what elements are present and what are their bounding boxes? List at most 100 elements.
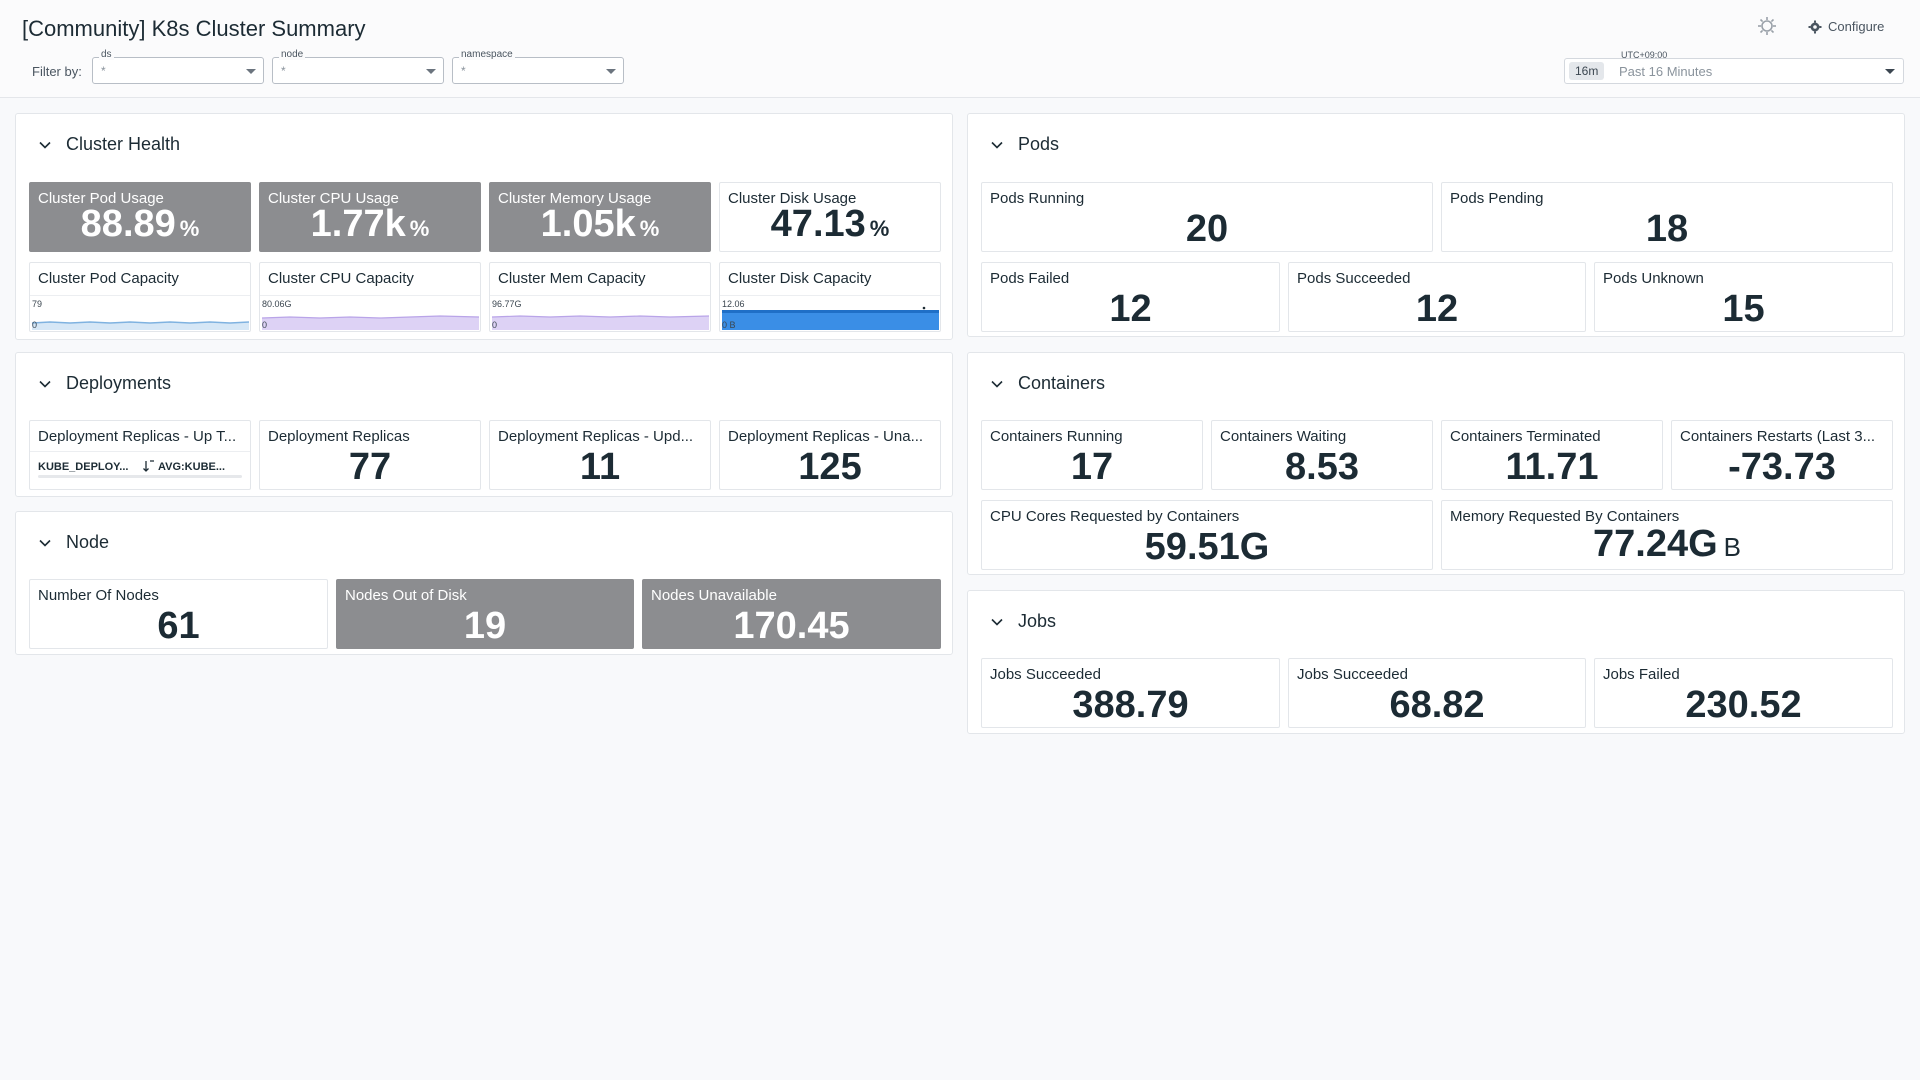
widget-cluster-cpu-usage[interactable]: Cluster CPU Usage 1.77k% xyxy=(259,182,481,252)
y-axis-max: 12.06 xyxy=(722,299,745,309)
configure-button[interactable]: Configure xyxy=(1808,19,1884,34)
widget-deployment-replicas-unavailable[interactable]: Deployment Replicas - Una... 125 xyxy=(719,420,941,490)
group-containers: Containers Containers Running 17 Contain… xyxy=(967,352,1905,575)
timeseries-chart[interactable]: 96.77G 0 xyxy=(490,295,710,331)
widget-memory-requested[interactable]: Memory Requested By Containers 77.24G B xyxy=(1441,500,1893,570)
time-range-picker[interactable]: 16m Past 16 Minutes xyxy=(1564,58,1904,84)
widget-title: Cluster CPU Capacity xyxy=(268,270,414,287)
timeseries-chart[interactable]: 79 0 xyxy=(30,295,250,331)
widget-title: Jobs Succeeded xyxy=(1297,666,1408,683)
widget-value: 20 xyxy=(1185,208,1229,250)
filter-ds[interactable]: ds * xyxy=(92,49,264,84)
widget-value: 15 xyxy=(1722,288,1765,330)
filter-ds-label: ds xyxy=(99,49,114,60)
widget-title: Pods Running xyxy=(990,190,1085,207)
widget-cluster-memory-usage[interactable]: Cluster Memory Usage 1.05k% xyxy=(489,182,711,252)
timeseries-chart[interactable]: 12.06 0 B xyxy=(720,295,940,331)
toplist-column-1[interactable]: KUBE_DEPLOY... xyxy=(38,461,129,473)
widget-value: 1.05k% xyxy=(540,203,660,245)
group-header[interactable]: Pods xyxy=(990,134,1059,155)
widget-cluster-pod-capacity[interactable]: Cluster Pod Capacity 79 0 xyxy=(29,262,251,332)
group-header[interactable]: Deployments xyxy=(38,373,171,394)
widget-value: 77.24G B xyxy=(1593,523,1741,565)
widget-cluster-cpu-capacity[interactable]: Cluster CPU Capacity 80.06G 0 xyxy=(259,262,481,332)
group-header[interactable]: Containers xyxy=(990,373,1105,394)
widget-pods-failed[interactable]: Pods Failed 12 xyxy=(981,262,1280,332)
timeseries-area xyxy=(491,315,710,330)
widget-deployment-replicas-updated[interactable]: Deployment Replicas - Upd... 11 xyxy=(489,420,711,490)
widget-value: 12 xyxy=(1415,288,1459,330)
timeseries-area xyxy=(261,315,480,330)
widget-title: Pods Unknown xyxy=(1603,270,1704,287)
widget-jobs-failed[interactable]: Jobs Failed 230.52 xyxy=(1594,658,1893,728)
widget-containers-terminated[interactable]: Containers Terminated 11.71 xyxy=(1441,420,1663,490)
y-axis-max: 80.06G xyxy=(262,299,292,309)
widget-cluster-disk-capacity[interactable]: Cluster Disk Capacity 12.06 0 B xyxy=(719,262,941,332)
widget-title: Containers Terminated xyxy=(1450,428,1601,445)
widget-title: Containers Waiting xyxy=(1220,428,1347,445)
widget-value: 12 xyxy=(1109,288,1152,330)
widget-value: 8.53 xyxy=(1285,446,1359,488)
chevron-down-icon xyxy=(991,618,1003,626)
y-axis-max: 96.77G xyxy=(492,299,522,309)
chevron-down-icon xyxy=(1885,69,1895,74)
widget-value: 17 xyxy=(1070,446,1114,488)
y-axis-max: 79 xyxy=(32,299,43,309)
widget-value: 11 xyxy=(579,446,621,488)
group-cluster-health: Cluster Health Cluster Pod Usage 88.89% … xyxy=(15,113,953,340)
toplist-column-2[interactable]: AVG:KUBE... xyxy=(158,461,226,473)
timeseries-chart[interactable]: 80.06G 0 xyxy=(260,295,480,331)
widget-nodes-unavailable[interactable]: Nodes Unavailable 170.45 xyxy=(642,579,941,649)
chevron-down-icon xyxy=(991,141,1003,149)
group-title: Deployments xyxy=(66,373,172,393)
widget-deployment-replicas[interactable]: Deployment Replicas 77 xyxy=(259,420,481,490)
group-deployments: Deployments Deployment Replicas - Up T..… xyxy=(15,352,953,497)
widget-cpu-cores-requested[interactable]: CPU Cores Requested by Containers 59.51G xyxy=(981,500,1433,570)
widget-containers-waiting[interactable]: Containers Waiting 8.53 xyxy=(1211,420,1433,490)
widget-jobs-succeeded[interactable]: Jobs Succeeded 388.79 xyxy=(981,658,1280,728)
widget-containers-running[interactable]: Containers Running 17 xyxy=(981,420,1203,490)
y-axis-min: 0 xyxy=(492,320,498,330)
widget-pods-pending[interactable]: Pods Pending 18 xyxy=(1441,182,1893,252)
widget-value: 19 xyxy=(463,605,507,647)
filter-namespace[interactable]: namespace * xyxy=(452,49,624,84)
timeseries-line xyxy=(31,321,250,330)
widget-deployment-replicas-toplist[interactable]: Deployment Replicas - Up T... KUBE_DEPLO… xyxy=(29,420,251,490)
widget-jobs-succeeded-2[interactable]: Jobs Succeeded 68.82 xyxy=(1288,658,1586,728)
chevron-down-icon xyxy=(426,69,436,74)
widget-pods-succeeded[interactable]: Pods Succeeded 12 xyxy=(1288,262,1586,332)
widget-pods-unknown[interactable]: Pods Unknown 15 xyxy=(1594,262,1893,332)
widget-pods-running[interactable]: Pods Running 20 xyxy=(981,182,1433,252)
dashboard-settings-icon[interactable] xyxy=(1755,14,1779,38)
gear-icon xyxy=(1808,20,1822,33)
toplist-scrollbar[interactable] xyxy=(38,475,242,478)
group-title: Node xyxy=(66,532,110,552)
widget-nodes-out-of-disk[interactable]: Nodes Out of Disk 19 xyxy=(336,579,634,649)
group-node: Node Number Of Nodes 61 Nodes Out of Dis… xyxy=(15,511,953,655)
filter-ds-value: * xyxy=(101,64,106,78)
y-axis-min: 0 xyxy=(32,320,38,330)
widget-value: 68.82 xyxy=(1389,684,1485,726)
group-header[interactable]: Cluster Health xyxy=(38,134,180,155)
filter-node[interactable]: node * xyxy=(272,49,444,84)
sort-icon[interactable] xyxy=(142,459,156,476)
chevron-down-icon xyxy=(246,69,256,74)
group-header[interactable]: Node xyxy=(38,532,109,553)
widget-title: Jobs Failed xyxy=(1603,666,1680,683)
filter-namespace-value: * xyxy=(461,64,466,78)
widget-number-of-nodes[interactable]: Number Of Nodes 61 xyxy=(29,579,328,649)
widget-value: 388.79 xyxy=(1072,684,1189,726)
widget-title: CPU Cores Requested by Containers xyxy=(990,508,1240,525)
widget-cluster-disk-usage[interactable]: Cluster Disk Usage 47.13% xyxy=(719,182,941,252)
widget-title: Deployment Replicas - Upd... xyxy=(498,428,694,445)
group-jobs: Jobs Jobs Succeeded 388.79 Jobs Succeede… xyxy=(967,590,1905,734)
toplist-header: KUBE_DEPLOY... AVG:KUBE... xyxy=(30,451,250,481)
timezone-label: UTC+09:00 xyxy=(1621,50,1668,60)
widget-cluster-pod-usage[interactable]: Cluster Pod Usage 88.89% xyxy=(29,182,251,252)
widget-containers-restarts[interactable]: Containers Restarts (Last 3... -73.73 xyxy=(1671,420,1893,490)
group-title: Jobs xyxy=(1018,611,1057,631)
group-header[interactable]: Jobs xyxy=(990,611,1056,632)
widget-value: 47.13% xyxy=(770,203,890,245)
widget-cluster-mem-capacity[interactable]: Cluster Mem Capacity 96.77G 0 xyxy=(489,262,711,332)
widget-title: Containers Restarts (Last 3... xyxy=(1680,428,1876,445)
